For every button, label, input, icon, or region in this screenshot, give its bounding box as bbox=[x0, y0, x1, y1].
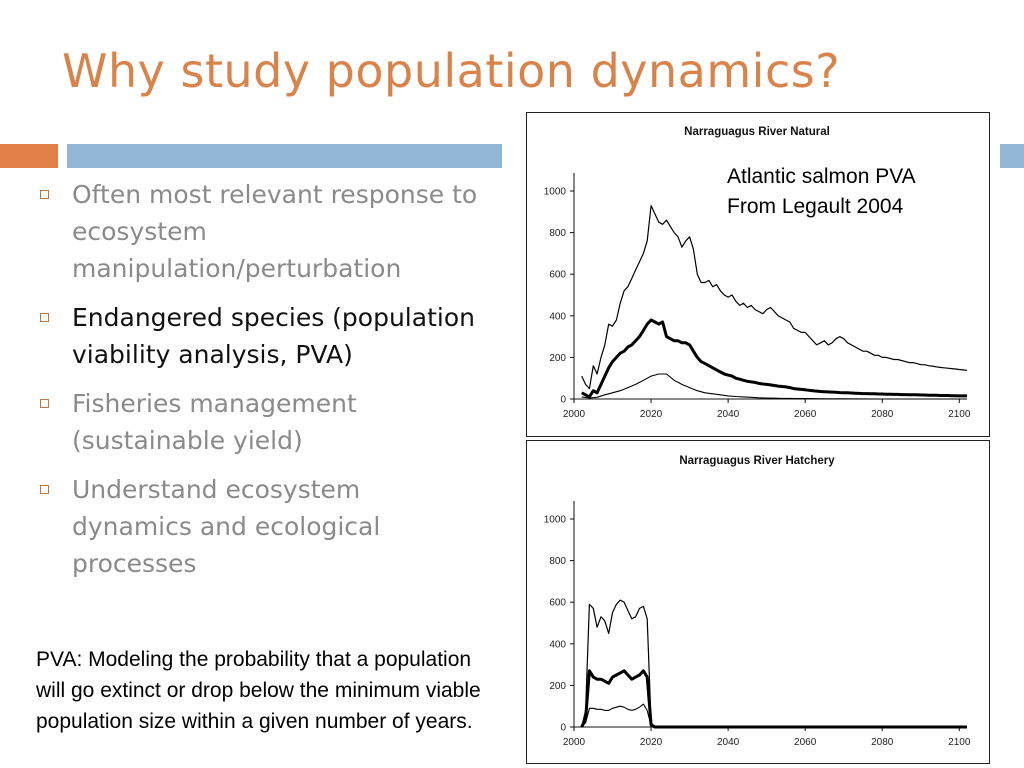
bullet-text: Fisheries management (sustainable yield) bbox=[72, 389, 357, 455]
series-line-upper bbox=[581, 204, 968, 390]
pva-definition: PVA: Modeling the probability that a pop… bbox=[36, 648, 481, 733]
bullet-item: Fisheries management (sustainable yield) bbox=[36, 385, 486, 459]
y-tick-label: 800 bbox=[549, 228, 566, 239]
chart-title: Narraguagus River Natural bbox=[684, 126, 830, 138]
series-line-median bbox=[580, 669, 967, 729]
x-tick-label: 2040 bbox=[717, 409, 740, 420]
y-tick-label: 600 bbox=[549, 270, 566, 281]
accent-bar-blue-right bbox=[1000, 144, 1024, 168]
accent-bar-orange bbox=[0, 144, 58, 168]
bullet-list: Often most relevant response to ecosyste… bbox=[36, 176, 486, 594]
annotation-line-1: Atlantic salmon PVA bbox=[727, 165, 916, 188]
chart-panel-natural: Narraguagus River Natural 0 200 400 600 800 10… bbox=[526, 112, 990, 437]
bullet-text: Often most relevant response to ecosyste… bbox=[72, 180, 478, 283]
y-tick-label: 200 bbox=[549, 353, 566, 364]
series-line-lower bbox=[581, 703, 967, 728]
chart-title: Narraguagus River Hatchery bbox=[679, 455, 835, 467]
y-tick-label: 800 bbox=[549, 556, 566, 567]
slide-title: Why study population dynamics? bbox=[62, 44, 841, 98]
y-tick-label: 1000 bbox=[544, 187, 567, 198]
x-tick-label: 2080 bbox=[871, 737, 894, 748]
series-line-upper bbox=[581, 599, 967, 728]
x-tick-label: 2020 bbox=[640, 737, 663, 748]
x-tick-label: 2080 bbox=[871, 409, 894, 420]
y-tick-label: 0 bbox=[560, 723, 566, 734]
hatchery-chart: Narraguagus River Hatchery 0 200 400 600 800 1… bbox=[544, 455, 971, 748]
bullet-text: Understand ecosystem dynamics and ecolog… bbox=[72, 475, 381, 578]
y-tick-label: 600 bbox=[549, 598, 566, 609]
x-tick-label: 2000 bbox=[563, 409, 586, 420]
annotation-line-2: From Legault 2004 bbox=[727, 195, 904, 218]
bullet-text: Endangered species (population viability… bbox=[72, 303, 475, 369]
y-tick-label: 400 bbox=[549, 639, 566, 650]
y-tick-label: 200 bbox=[549, 681, 566, 692]
square-bullet-icon bbox=[40, 190, 49, 199]
series-line-median bbox=[581, 318, 967, 399]
series-line-lower bbox=[581, 373, 967, 400]
square-bullet-icon bbox=[40, 485, 49, 494]
x-tick-label: 2100 bbox=[948, 409, 971, 420]
bullet-item: Understand ecosystem dynamics and ecolog… bbox=[36, 471, 486, 582]
bullet-item: Often most relevant response to ecosyste… bbox=[36, 176, 486, 287]
x-tick-label: 2060 bbox=[794, 409, 817, 420]
x-tick-label: 2060 bbox=[794, 737, 817, 748]
y-tick-label: 0 bbox=[560, 395, 566, 406]
square-bullet-icon bbox=[40, 399, 49, 408]
y-tick-label: 400 bbox=[549, 311, 566, 322]
x-tick-label: 2100 bbox=[948, 737, 971, 748]
x-tick-label: 2000 bbox=[563, 737, 586, 748]
x-tick-label: 2020 bbox=[640, 409, 663, 420]
y-tick-label: 1000 bbox=[544, 515, 567, 526]
bullet-item: Endangered species (population viability… bbox=[36, 299, 486, 373]
natural-chart: Narraguagus River Natural 0 200 400 600 800 10… bbox=[544, 126, 971, 420]
chart-panel-hatchery: Narraguagus River Hatchery 0 200 400 600 800 1… bbox=[526, 440, 990, 764]
accent-bar-blue bbox=[67, 144, 502, 168]
x-tick-label: 2040 bbox=[717, 737, 740, 748]
chart-annotation: Atlantic salmon PVA From Legault 2004 bbox=[727, 162, 916, 222]
square-bullet-icon bbox=[40, 313, 49, 322]
